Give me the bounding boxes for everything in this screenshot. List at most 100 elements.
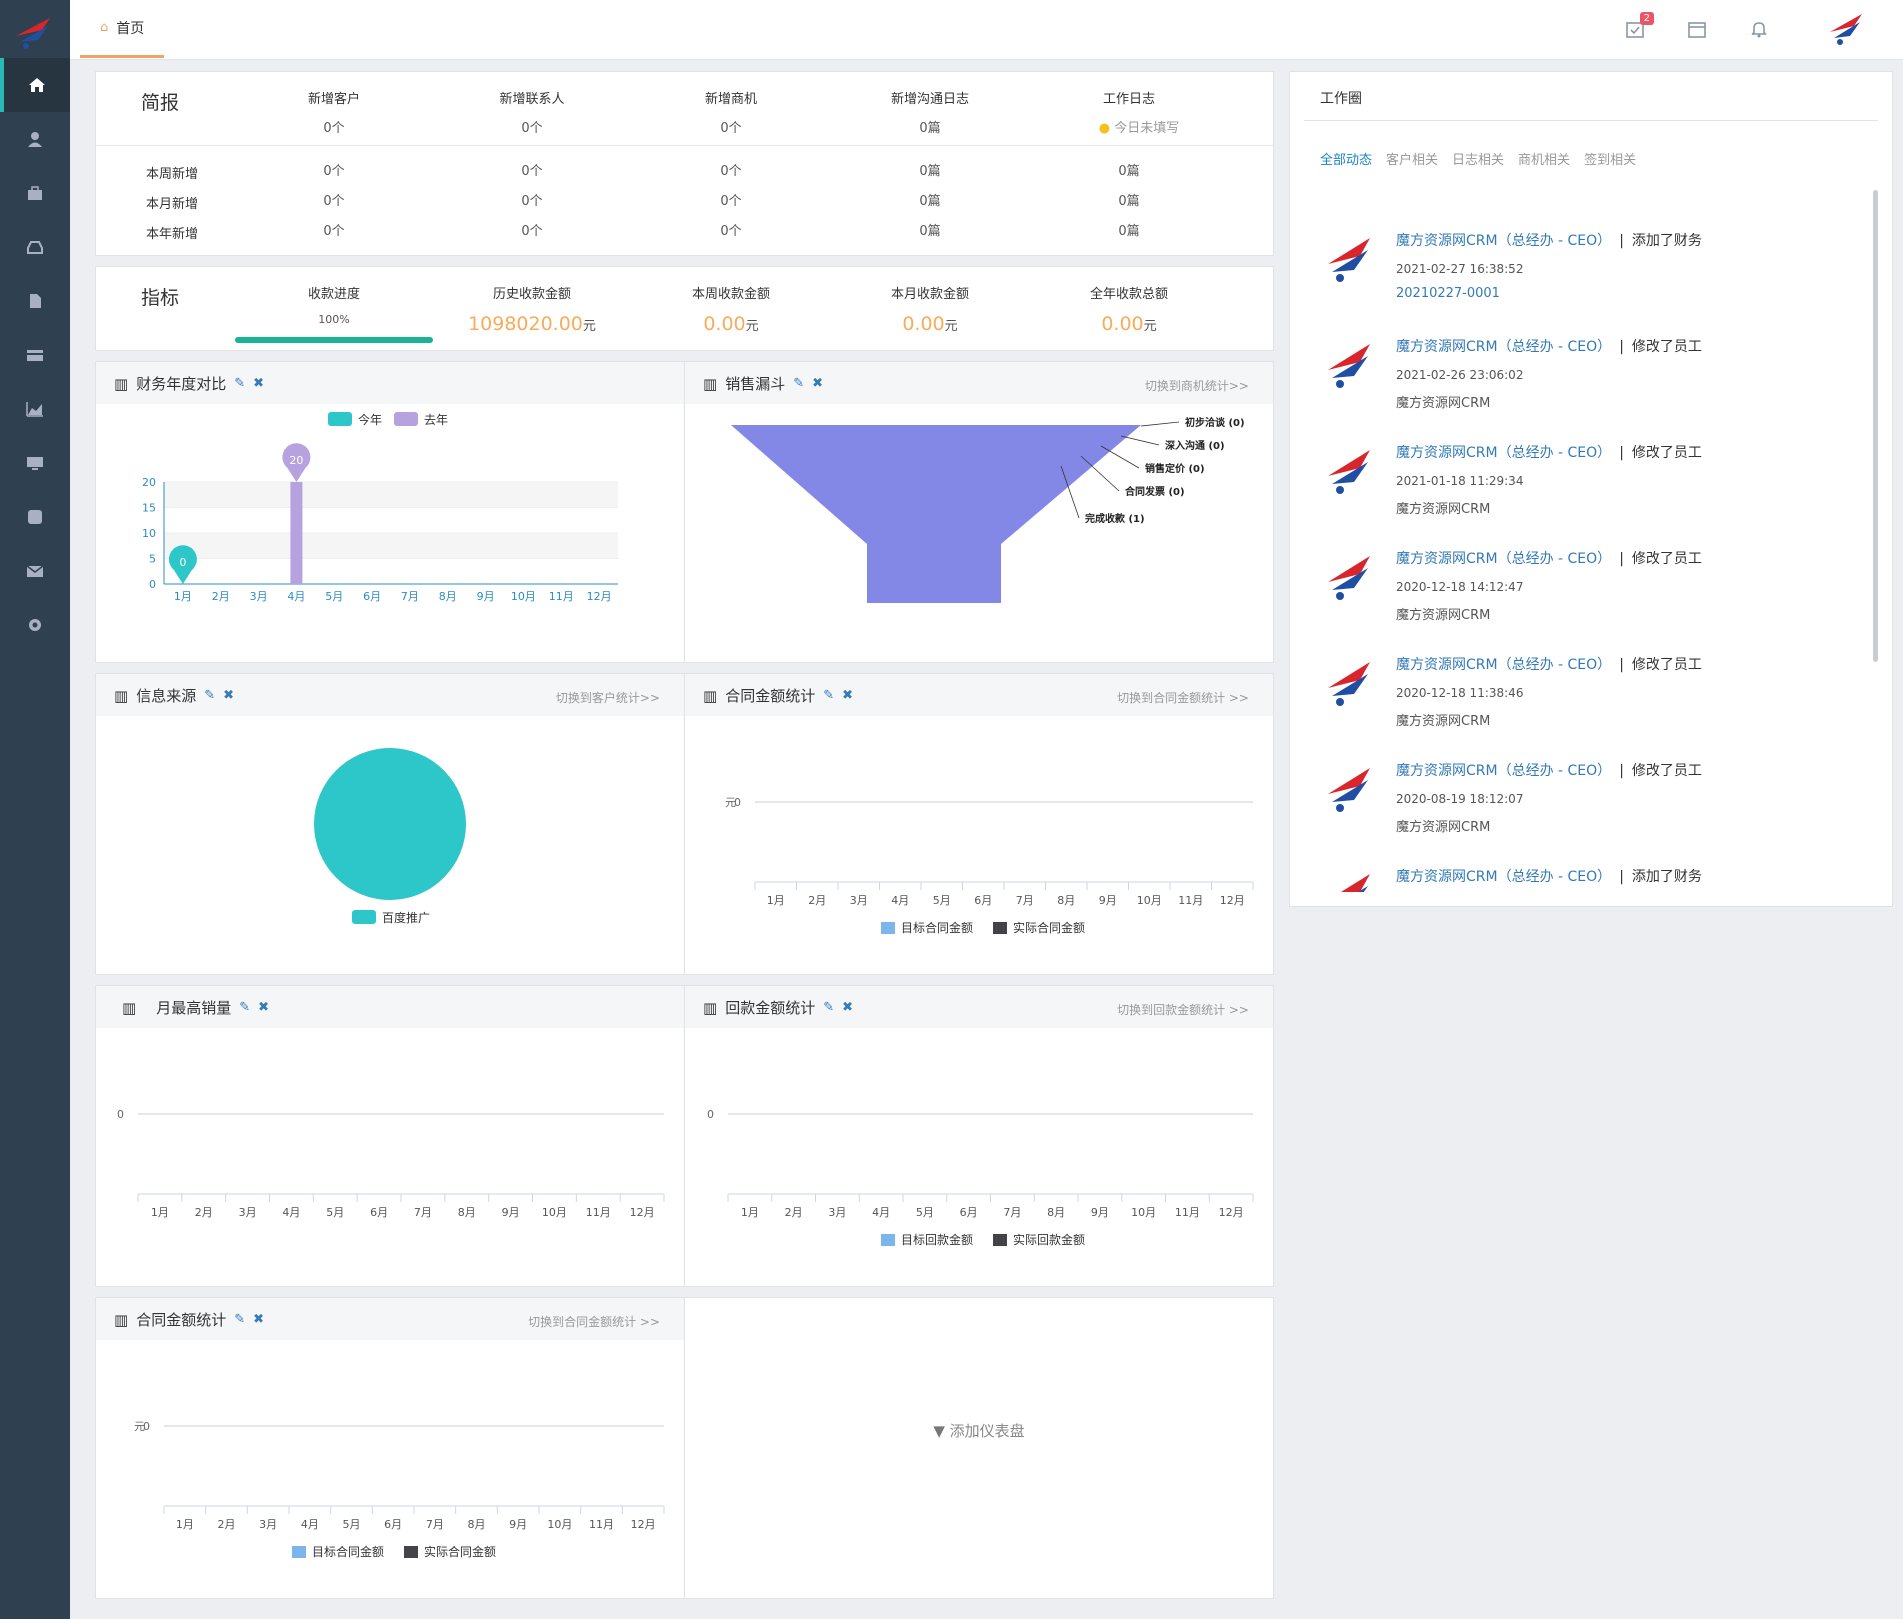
close-icon[interactable]: ✖ <box>253 376 265 391</box>
legend-swatch <box>881 922 895 934</box>
feed-author[interactable]: 魔方资源网CRM（总经办 - CEO） | 修改了员工 <box>1396 760 1702 780</box>
close-icon[interactable]: ✖ <box>842 688 854 703</box>
x-tick-label: 4月 <box>872 1206 890 1219</box>
worklog-status-text: 今日未填写 <box>1114 121 1180 136</box>
switch-link[interactable]: 切换到回款金额统计 >> <box>1117 1003 1249 1017</box>
switch-link[interactable]: 切换到合同金额统计 >> <box>528 1315 660 1329</box>
calendar-button[interactable] <box>1684 16 1710 42</box>
close-icon[interactable]: ✖ <box>842 1000 854 1015</box>
panel-header: ▥ 合同金额统计 ✎ ✖ 切换到合同金额统计 >> <box>685 674 1273 716</box>
legend-label: 目标合同金额 <box>901 920 973 935</box>
feed-tab-all[interactable]: 全部动态 <box>1320 153 1373 168</box>
nav-business[interactable] <box>0 166 70 220</box>
feed-author[interactable]: 魔方资源网CRM（总经办 - CEO） | 修改了员工 <box>1396 442 1702 462</box>
avatar <box>1328 662 1370 706</box>
feed-tab-customer[interactable]: 客户相关 <box>1386 153 1439 168</box>
x-tick-label: 7月 <box>401 590 419 603</box>
x-tick-label: 5月 <box>933 894 951 907</box>
feed-author[interactable]: 魔方资源网CRM（总经办 - CEO） | 修改了员工 <box>1396 654 1702 674</box>
row-value: 0个 <box>323 164 345 179</box>
bar-chart-icon: ▥ <box>122 998 137 1017</box>
month-amount-value: 0.00 <box>902 313 945 335</box>
row-label: 本周新增 <box>146 167 199 182</box>
history-amount: 1098020.00元 <box>452 313 612 335</box>
nav-document[interactable] <box>0 274 70 328</box>
close-icon[interactable]: ✖ <box>812 376 824 391</box>
edit-icon[interactable]: ✎ <box>234 376 246 391</box>
x-tick-label: 2月 <box>195 1206 213 1219</box>
feed-author[interactable]: 魔方资源网CRM（总经办 - CEO） | 修改了员工 <box>1396 336 1702 356</box>
edit-icon[interactable]: ✎ <box>793 376 805 391</box>
x-tick-label: 5月 <box>325 590 343 603</box>
tab-home[interactable]: ⌂ 首页 <box>80 0 165 58</box>
legend-swatch <box>404 1546 418 1558</box>
feed-author[interactable]: 魔方资源网CRM（总经办 - CEO） | 修改了员工 <box>1396 548 1702 568</box>
close-icon[interactable]: ✖ <box>223 688 235 703</box>
unit: 元 <box>745 319 759 334</box>
nav-finance[interactable] <box>0 328 70 382</box>
x-tick-label: 10月 <box>511 590 536 603</box>
bar-chart-icon: ▥ <box>703 374 718 393</box>
task-button[interactable]: 2 <box>1622 12 1654 42</box>
x-tick-label: 12月 <box>587 590 612 603</box>
panel-payment: ▥ 回款金额统计 ✎ ✖ 切换到回款金额统计 >> 0 1月 2月 3月 4月 5月 6月 7月 8月 9… <box>684 985 1274 1287</box>
nav-phone[interactable] <box>0 490 70 544</box>
close-icon[interactable]: ✖ <box>258 1000 270 1015</box>
switch-link[interactable]: 切换到合同金额统计 >> <box>1117 691 1249 705</box>
edit-icon[interactable]: ✎ <box>239 1000 251 1015</box>
nav-settings[interactable] <box>0 598 70 652</box>
nav-desktop[interactable] <box>0 436 70 490</box>
close-icon[interactable]: ✖ <box>253 1312 265 1327</box>
y-tick-label: 0 <box>143 1420 150 1433</box>
x-tick-label: 3月 <box>250 590 268 603</box>
panel-header: ▥ 销售漏斗 ✎ ✖ 切换到商机统计>> <box>685 362 1273 404</box>
x-tick-label: 8月 <box>1047 1206 1065 1219</box>
nav-home[interactable] <box>0 58 70 112</box>
edit-icon[interactable]: ✎ <box>234 1312 246 1327</box>
edit-icon[interactable]: ✎ <box>823 1000 835 1015</box>
feed-tab-log[interactable]: 日志相关 <box>1452 153 1505 168</box>
x-tick-label: 10月 <box>542 1206 567 1219</box>
worklog-status[interactable]: ● 今日未填写 <box>1059 117 1219 136</box>
funnel-leader <box>1060 465 1080 519</box>
marker-label: 20 <box>289 454 303 467</box>
nav-mail[interactable] <box>0 544 70 598</box>
index-header: 本周收款金额 <box>691 287 770 302</box>
y-tick-label: 0 <box>149 578 156 591</box>
add-dashboard-button[interactable]: ▼ 添加仪表盘 <box>685 1420 1273 1441</box>
feed-author[interactable]: 魔方资源网CRM（总经办 - CEO） | 添加了财务 <box>1396 230 1702 250</box>
y-tick-label: 10 <box>142 527 156 540</box>
nav-inbox[interactable] <box>0 220 70 274</box>
feed-desc[interactable]: 20210227-0001 <box>1396 286 1500 301</box>
funnel-label: 完成收款 (1) <box>1085 512 1145 525</box>
brief-today-value: 0篇 <box>919 121 941 136</box>
feed-author[interactable]: 魔方资源网CRM（总经办 - CEO） | 添加了财务 <box>1396 866 1702 886</box>
marker-label: 0 <box>179 556 186 569</box>
panel-header: ▥ 信息来源 ✎ ✖ 切换到客户统计>> <box>96 674 684 716</box>
marker-pin <box>282 443 311 482</box>
nav-customer[interactable] <box>0 112 70 166</box>
nav-report[interactable] <box>0 382 70 436</box>
brief-header: 新增联系人 <box>499 92 565 107</box>
funnel-label: 初步洽谈 (0) <box>1185 416 1245 429</box>
edit-icon[interactable]: ✎ <box>823 688 835 703</box>
switch-link[interactable]: 切换到客户统计>> <box>555 691 660 705</box>
switch-link[interactable]: 切换到商机统计>> <box>1144 379 1249 393</box>
separator: | <box>1619 339 1624 355</box>
row-label: 本年新增 <box>146 227 199 242</box>
avatar[interactable] <box>1826 10 1868 50</box>
notification-button[interactable] <box>1746 16 1772 42</box>
x-tick-label: 8月 <box>468 1518 486 1531</box>
brief-header: 工作日志 <box>1102 92 1155 107</box>
avatar <box>1328 238 1370 282</box>
edit-icon[interactable]: ✎ <box>204 688 216 703</box>
feed-scrollbar[interactable] <box>1873 190 1878 662</box>
home-icon: ⌂ <box>100 20 109 35</box>
year-amount: 0.00元 <box>1049 313 1209 335</box>
row-value: 0篇 <box>919 164 941 179</box>
avatar <box>1328 450 1370 494</box>
feed-tab-signin[interactable]: 签到相关 <box>1584 153 1637 168</box>
x-tick-label: 1月 <box>151 1206 169 1219</box>
feed-tab-business[interactable]: 商机相关 <box>1518 153 1571 168</box>
